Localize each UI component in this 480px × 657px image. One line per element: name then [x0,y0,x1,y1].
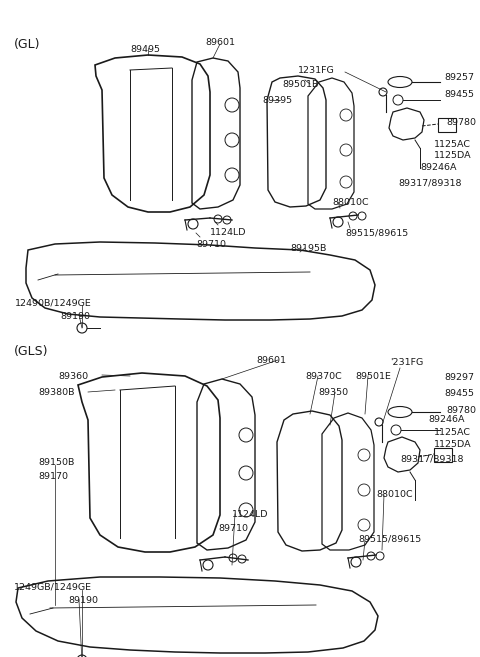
Text: 89501E: 89501E [355,372,391,381]
Text: 88010C: 88010C [332,198,369,207]
Text: 89455: 89455 [444,90,474,99]
Text: 89710: 89710 [218,524,248,533]
Text: 89780: 89780 [446,406,476,415]
Text: 89495: 89495 [130,45,160,54]
Text: (GL): (GL) [14,38,40,51]
Text: 89360: 89360 [58,372,88,381]
Text: 89246A: 89246A [420,163,456,172]
Text: 89190: 89190 [60,312,90,321]
Text: 1125DA: 1125DA [434,440,472,449]
Text: 89515/89615: 89515/89615 [358,535,421,544]
Text: 1249GB/1249GE: 1249GB/1249GE [14,582,92,591]
Text: 89370C: 89370C [305,372,342,381]
Text: 89395: 89395 [262,96,292,105]
Text: 89601: 89601 [256,356,286,365]
Text: 89515/89615: 89515/89615 [345,228,408,237]
Text: (GLS): (GLS) [14,345,48,358]
Text: 89170: 89170 [38,472,68,481]
Text: 1124LD: 1124LD [232,510,268,519]
Text: 89195B: 89195B [290,244,326,253]
Text: 1231FG: 1231FG [298,66,335,75]
Text: '231FG: '231FG [390,358,423,367]
Text: 89455: 89455 [444,389,474,398]
Text: 89380B: 89380B [38,388,74,397]
Text: 1125AC: 1125AC [434,140,471,149]
Text: 1124LD: 1124LD [210,228,247,237]
Text: 89501B: 89501B [282,80,318,89]
Text: 89257: 89257 [444,73,474,82]
Text: 89317/89318: 89317/89318 [398,178,461,187]
Text: 89601: 89601 [205,38,235,47]
Text: 89150B: 89150B [38,458,74,467]
Text: 1125AC: 1125AC [434,428,471,437]
Text: 89710: 89710 [196,240,226,249]
Text: 89780: 89780 [446,118,476,127]
Text: 89297: 89297 [444,373,474,382]
Text: 89350: 89350 [318,388,348,397]
Text: 12490B/1249GE: 12490B/1249GE [15,298,92,307]
Text: 89246A: 89246A [428,415,465,424]
Text: 88010C: 88010C [376,490,413,499]
Text: 89190: 89190 [68,596,98,605]
Text: 1125DA: 1125DA [434,151,472,160]
Text: 89317/89318: 89317/89318 [400,455,464,464]
